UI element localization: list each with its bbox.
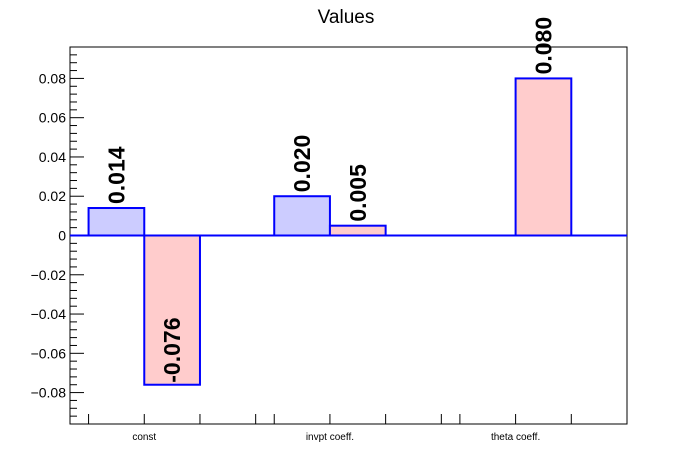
bar [514,77,573,237]
x-category-label: theta coeff. [491,432,540,443]
bar [273,195,331,237]
y-tick-label: 0.06 [39,110,66,126]
bar [87,207,146,237]
data-label: 0.080 [530,17,556,75]
bars [87,77,573,386]
x-category-label: const [132,432,156,443]
bar [143,234,201,386]
x-category-label: invpt coeff. [306,432,354,443]
data-label: 0.005 [345,164,371,222]
y-tick-label: 0.04 [39,149,66,165]
chart-title: Values [318,7,375,28]
data-label: -0.076 [159,318,185,383]
bar [328,224,387,237]
x-axis: const invpt coeff. theta coeff. [69,414,628,443]
y-tick-label: 0 [58,228,66,244]
data-label: 0.020 [289,135,315,193]
y-tick-label: −0.08 [31,385,67,401]
data-label: 0.014 [103,146,129,204]
y-tick-label: 0.02 [39,188,66,204]
y-tick-label: 0.08 [39,70,66,86]
data-labels: 0.014 0.020 -0.076 0.005 0.080 [103,17,556,383]
y-axis: −0.08 −0.06 −0.04 −0.02 0 0.02 0.04 0.06 0.08 [31,46,84,425]
y-tick-label: −0.02 [31,267,67,283]
y-tick-label: −0.04 [31,306,67,322]
y-tick-label: −0.06 [31,345,67,361]
